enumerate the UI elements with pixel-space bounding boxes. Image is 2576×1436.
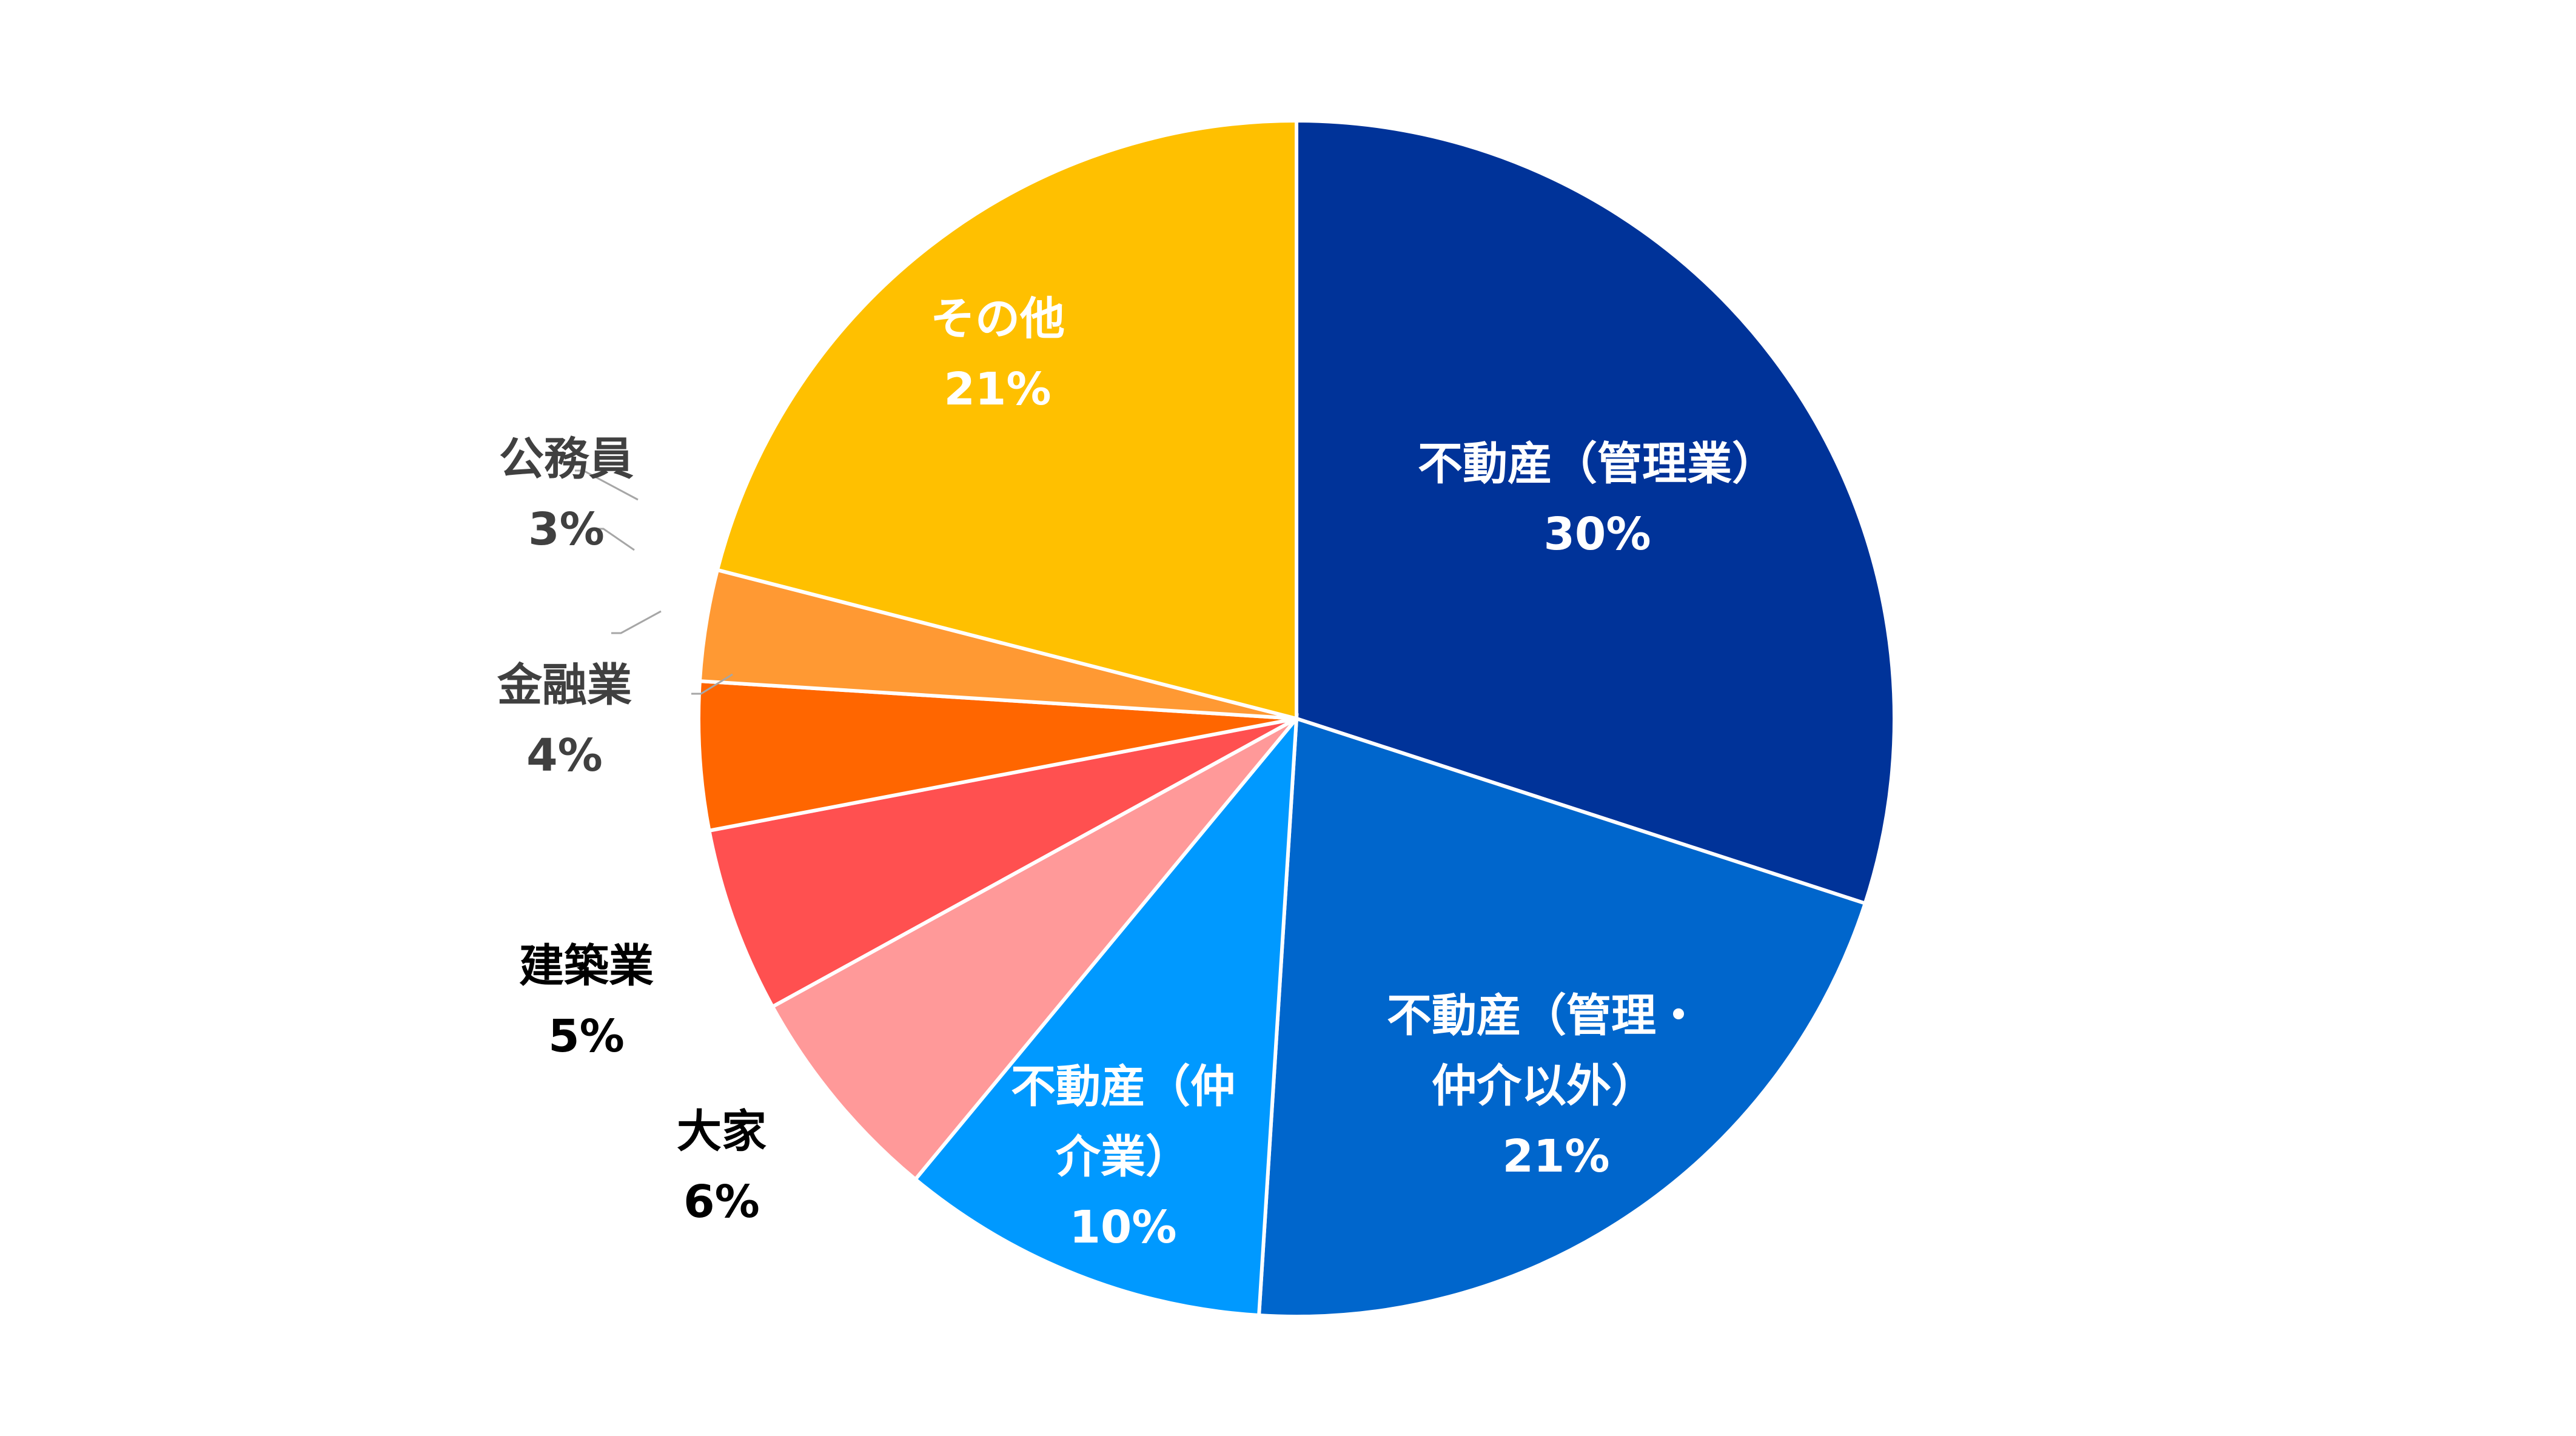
slice-percent: 21%: [1502, 1130, 1609, 1183]
leader-line: [595, 528, 635, 551]
pie-slice: [706, 717, 1298, 1010]
leader-lines: [575, 469, 733, 695]
slice-percent: 21%: [944, 363, 1051, 415]
slice-category: その他: [930, 293, 1065, 345]
leader-line: [691, 673, 733, 695]
slice-category: 金融業: [497, 659, 632, 711]
slice-percent: 6%: [683, 1176, 760, 1228]
pie-slice: [913, 713, 1299, 1318]
leader-line: [575, 469, 639, 501]
slice-category: 公務員: [499, 433, 634, 485]
pie-slices: [697, 118, 1896, 1318]
pie-slice: [770, 717, 1298, 1182]
slice-category: 不動産（管理・: [1387, 990, 1701, 1042]
slice-category: 建築業: [519, 940, 654, 992]
slice-label: 不動産（仲介業） 10%: [1011, 1061, 1235, 1253]
data-labels: 不動産（管理業） 30% 不動産（管理・仲介以外） 21% 不動産（仲介業） 10% 大家 6…: [497, 293, 1777, 1253]
slice-label: 建築業 5%: [519, 940, 654, 1062]
slice-percent: 3%: [528, 503, 605, 555]
slice-percent: 10%: [1069, 1201, 1176, 1253]
slice-label: 大家 6%: [677, 1106, 766, 1228]
pie-slice: [715, 118, 1298, 721]
slice-percent: 30%: [1543, 508, 1651, 560]
slice-category: 不動産（仲: [1011, 1061, 1235, 1113]
slice-category: 不動産（管理業）: [1418, 438, 1777, 490]
slice-label: 不動産（管理・仲介以外） 21%: [1387, 990, 1701, 1183]
pie-slice: [1256, 716, 1868, 1318]
slice-category: 仲介以外）: [1432, 1060, 1656, 1112]
slice-percent: 4%: [526, 730, 603, 782]
slice-label: 公務員 3%: [499, 433, 634, 555]
pie-slice: [697, 679, 1297, 833]
slice-label: 金融業 4%: [497, 659, 632, 782]
pie-slice: [1295, 118, 1896, 906]
slice-category: 介業）: [1056, 1131, 1190, 1183]
slice-category: 大家: [677, 1106, 766, 1158]
slice-label: その他 21%: [930, 293, 1065, 415]
slice-percent: 5%: [548, 1010, 625, 1062]
slice-label: 不動産（管理業） 30%: [1418, 438, 1777, 560]
leader-line: [611, 610, 662, 634]
